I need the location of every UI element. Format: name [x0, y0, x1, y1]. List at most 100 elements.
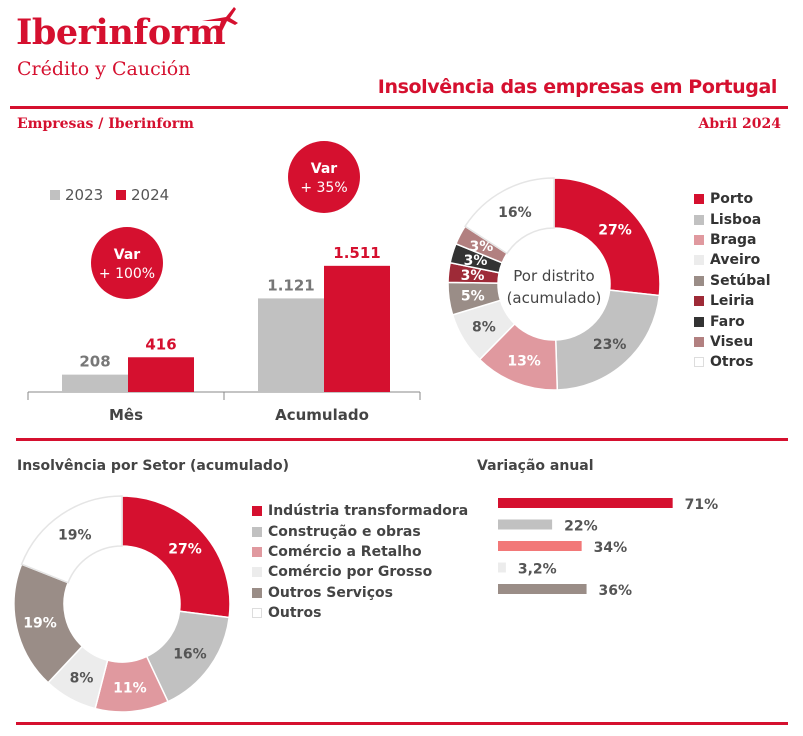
variation-bubble-text: + 35%	[300, 180, 347, 196]
bar-value-label: 208	[79, 353, 110, 371]
date-label: Abril 2024	[698, 116, 781, 132]
legend-swatch-2024	[116, 190, 126, 200]
slice-label: 16%	[498, 205, 532, 221]
legend-label: Aveiro	[710, 252, 761, 269]
category-label: Acumulado	[275, 406, 369, 424]
bar-chart-month-accumulated: 2023 2024 208 416 Mês 1.121 1.511 Acumulado Var +…	[27, 141, 421, 424]
legend-swatch	[694, 296, 704, 307]
legend-label: Otros	[710, 354, 754, 371]
legend-swatch	[252, 587, 262, 598]
variation-bar	[498, 541, 582, 551]
legend-swatch	[252, 567, 262, 578]
slice-label: 8%	[70, 671, 94, 687]
legend-label: Lisboa	[710, 211, 762, 228]
donut-center-label: Por distrito	[513, 267, 594, 285]
legend-swatch	[694, 275, 704, 286]
variation-bar	[498, 519, 553, 530]
legend-item: Comércio a Retalho	[252, 542, 468, 562]
annual-variation-chart: 71% 22% 34% 3,2% 36%	[498, 497, 719, 599]
legend-item: Outros Serviços	[252, 583, 468, 603]
middle-divider	[16, 438, 788, 441]
legend-swatch	[694, 255, 704, 266]
bar-2023-0	[62, 374, 128, 392]
legend-label: Construção e obras	[268, 523, 421, 540]
donut-chart-sector: 27% 16% 11% 8% 19% 19%	[13, 495, 231, 713]
legend-swatch	[694, 316, 704, 327]
bar-value-label: 416	[145, 335, 176, 353]
legend-item: Otros	[694, 352, 771, 372]
variation-bar	[498, 584, 587, 594]
bar-2023-1	[258, 298, 324, 392]
slice-label: 13%	[507, 353, 541, 369]
legend-swatch	[694, 214, 704, 225]
slice-porto	[553, 177, 661, 297]
legend-swatch	[694, 194, 704, 205]
slice-label: 3%	[461, 268, 485, 284]
legend-item: Lisboa	[694, 209, 771, 229]
slice-outros	[20, 495, 123, 584]
legend-item: Aveiro	[694, 250, 771, 270]
legend-label-2024: 2024	[131, 186, 169, 204]
legend-label: Faro	[710, 313, 745, 330]
legend-item: Leiria	[694, 291, 771, 311]
legend-swatch	[252, 526, 262, 537]
legend-item: Viseu	[694, 332, 771, 352]
legend-label: Setúbal	[710, 272, 771, 289]
slice-label: 27%	[598, 222, 632, 238]
slice-label: 27%	[168, 541, 202, 557]
sector-chart-title: Insolvência por Setor (acumulado)	[17, 458, 289, 474]
slice-label: 23%	[593, 337, 627, 353]
legend-swatch	[694, 336, 704, 347]
plane-arrow-icon	[202, 7, 238, 35]
slice-label: 16%	[173, 646, 207, 662]
legend-item: Outros	[252, 603, 468, 623]
variation-value-label: 3,2%	[518, 562, 557, 578]
legend-swatch	[252, 506, 262, 517]
brand-tagline: Crédito y Caución	[17, 58, 191, 80]
legend-swatch	[252, 608, 262, 619]
legend-item: Setúbal	[694, 271, 771, 291]
donut-center-label: (acumulado)	[507, 289, 602, 307]
sector-legend: Indústria transformadora Construção e obr…	[252, 501, 468, 623]
header-divider	[10, 106, 788, 109]
variation-value-label: 71%	[685, 497, 719, 513]
legend-label: Viseu	[710, 333, 754, 350]
variation-bubble	[91, 227, 163, 299]
legend-swatch	[694, 234, 704, 245]
legend-item: Construção e obras	[252, 521, 468, 541]
slice-indústria-transformadora	[121, 495, 231, 619]
legend-item: Indústria transformadora	[252, 501, 468, 521]
variation-value-label: 22%	[564, 519, 598, 535]
variation-bubble-text: Var	[114, 247, 141, 263]
slice-label: 3%	[464, 253, 488, 269]
variation-bubble-text: + 100%	[99, 266, 155, 282]
bar-2024-1	[324, 265, 390, 392]
variation-value-label: 34%	[594, 540, 628, 556]
variation-bubble	[288, 141, 360, 213]
brand-logo: Iberinform	[16, 12, 226, 53]
annual-variation-title: Variação anual	[477, 458, 594, 474]
slice-label: 19%	[58, 528, 92, 544]
slice-label: 11%	[113, 681, 147, 697]
variation-bar	[498, 498, 673, 508]
source-label: Empresas / Iberinform	[17, 116, 194, 132]
slice-lisboa	[554, 289, 661, 391]
legend-swatch	[694, 357, 704, 368]
legend-swatch	[252, 546, 262, 557]
footer-divider	[16, 722, 788, 725]
bar-value-label: 1.121	[267, 276, 314, 294]
legend-swatch-2023	[50, 190, 60, 200]
donut-chart-district: 27%23%13%8%5%3%3%3%16%Por distrito(acumu…	[447, 177, 661, 391]
page-title: Insolvência das empresas em Portugal	[377, 76, 778, 98]
legend-label: Comércio por Grosso	[268, 564, 433, 581]
legend-item: Comércio por Grosso	[252, 562, 468, 582]
legend-label-2023: 2023	[65, 186, 103, 204]
slice-label: 5%	[461, 288, 485, 304]
district-legend: Porto Lisboa Braga Aveiro Setúbal Leiria Faro V…	[694, 189, 771, 373]
bar-value-label: 1.511	[333, 244, 380, 262]
legend-label: Porto	[710, 191, 754, 208]
variation-bubble-text: Var	[311, 161, 338, 177]
variation-bar	[498, 562, 506, 573]
bar-2024-0	[128, 357, 194, 392]
legend-item: Porto	[694, 189, 771, 209]
